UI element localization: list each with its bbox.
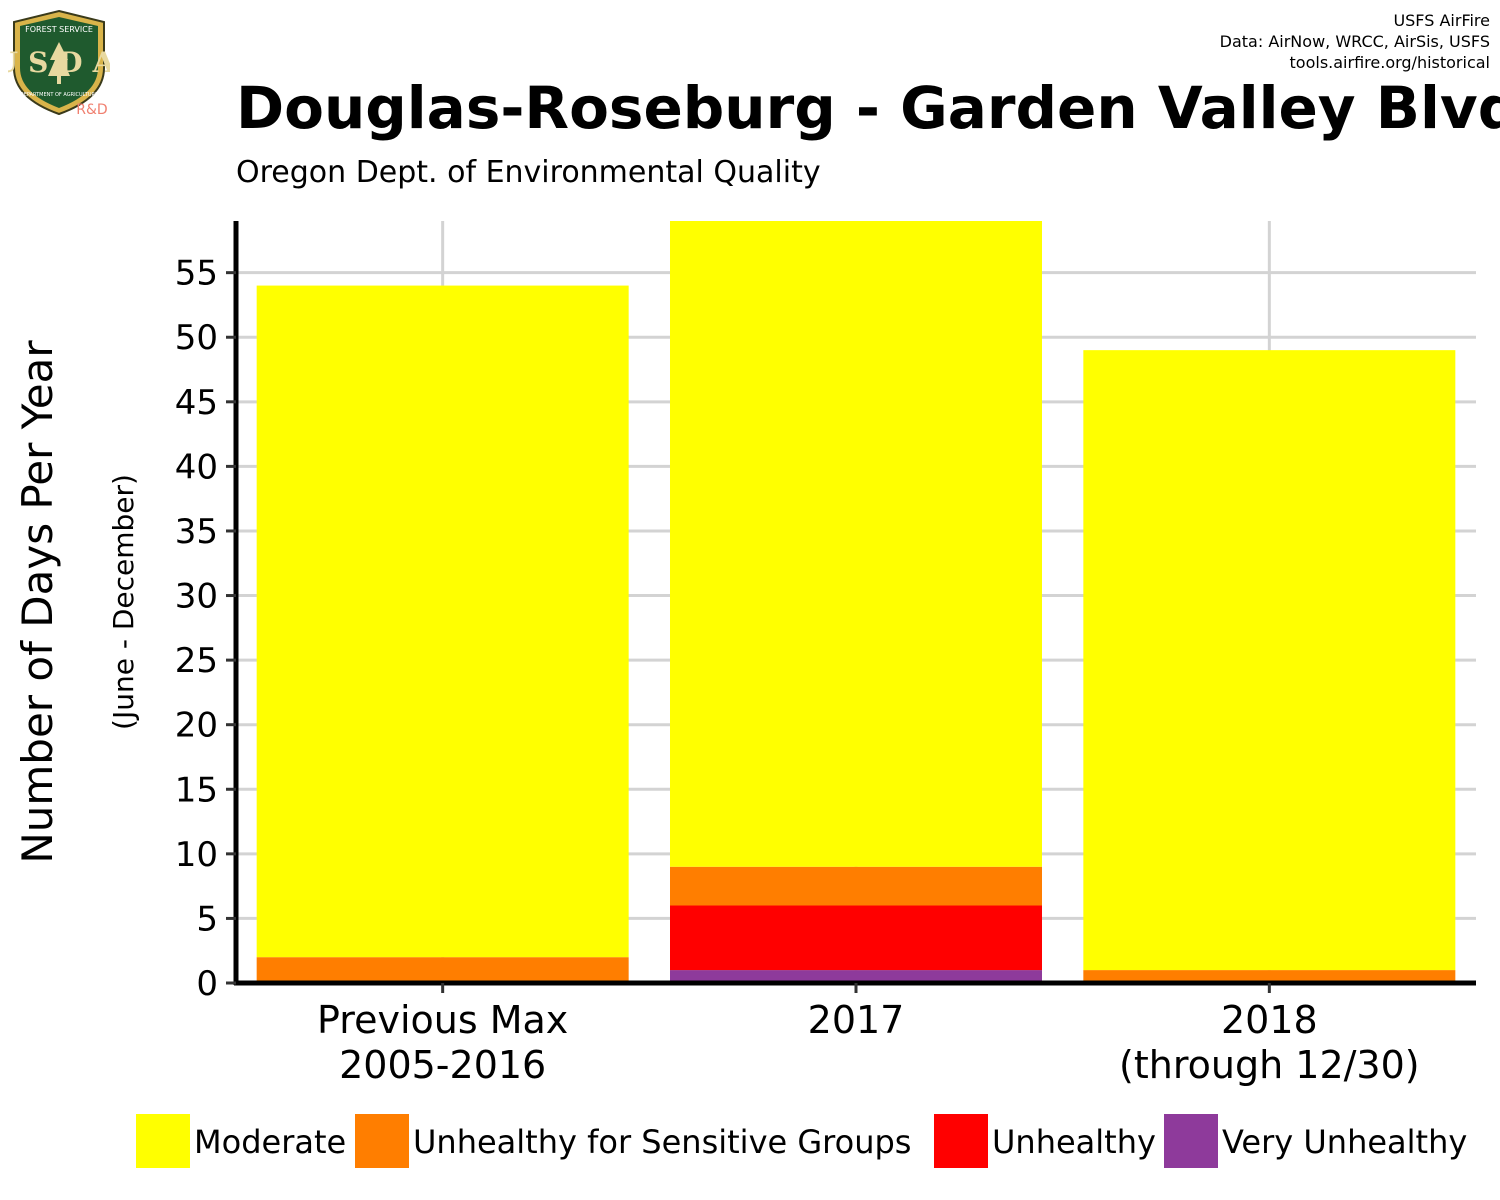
y-tick-label: 5	[196, 899, 218, 939]
credits: USFS AirFire Data: AirNow, WRCC, AirSis,…	[1220, 10, 1490, 73]
y-tick-label: 35	[175, 512, 218, 552]
bar-segment-unhealthy-for-sensitive-groups	[1083, 970, 1456, 983]
x-tick-label: 2018 (through 12/30)	[1119, 998, 1420, 1087]
bar-segment-unhealthy-for-sensitive-groups	[256, 957, 629, 983]
credit-line: tools.airfire.org/historical	[1289, 53, 1490, 72]
bar-segment-moderate	[256, 285, 629, 958]
y-tick-label: 30	[175, 577, 218, 617]
legend-swatch	[1164, 1114, 1218, 1168]
legend-label: Unhealthy	[992, 1123, 1156, 1161]
y-tick-label: 15	[175, 770, 218, 810]
y-tick-label: 50	[175, 318, 218, 358]
legend-swatch	[355, 1114, 409, 1168]
chart-subtitle: Oregon Dept. of Environmental Quality	[236, 155, 821, 190]
bar-segment-moderate	[1083, 350, 1456, 971]
credit-line: Data: AirNow, WRCC, AirSis, USFS	[1219, 32, 1490, 51]
usfs-shield-logo: FOREST SERVICE USDA DEPARTMENT OF AGRICU…	[8, 9, 110, 118]
y-tick-label: 45	[175, 383, 218, 423]
y-axis-subtitle: (June - December)	[107, 474, 140, 730]
logo-rd-badge: R&D	[76, 102, 107, 118]
tree-icon	[48, 42, 70, 76]
legend-label: Moderate	[194, 1123, 346, 1161]
y-tick-label: 0	[196, 964, 218, 1004]
legend-swatch	[934, 1114, 988, 1168]
bar-segment-unhealthy-for-sensitive-groups	[670, 866, 1042, 906]
legend-swatch	[136, 1114, 190, 1168]
y-tick-label: 40	[175, 447, 218, 487]
chart-title: Douglas-Roseburg - Garden Valley Blvd	[236, 74, 1500, 142]
legend-label: Unhealthy for Sensitive Groups	[413, 1123, 911, 1161]
x-tick-label: Previous Max 2005-2016	[317, 998, 568, 1087]
x-tick-label: 2017	[808, 998, 905, 1042]
logo-top-text: FOREST SERVICE	[25, 25, 93, 34]
bar-segment-moderate	[670, 221, 1042, 867]
y-tick-label: 20	[175, 706, 218, 746]
logo-bottom-text: DEPARTMENT OF AGRICULTURE	[20, 92, 98, 98]
y-tick-label: 55	[175, 254, 218, 294]
bar-segment-unhealthy	[670, 905, 1042, 971]
bar-segment-very-unhealthy	[670, 970, 1042, 983]
credit-line: USFS AirFire	[1393, 11, 1490, 30]
y-tick-label: 10	[175, 835, 218, 875]
y-axis-title: Number of Days Per Year	[13, 340, 62, 864]
y-tick-label: 25	[175, 641, 218, 681]
legend-label: Very Unhealthy	[1222, 1123, 1467, 1161]
